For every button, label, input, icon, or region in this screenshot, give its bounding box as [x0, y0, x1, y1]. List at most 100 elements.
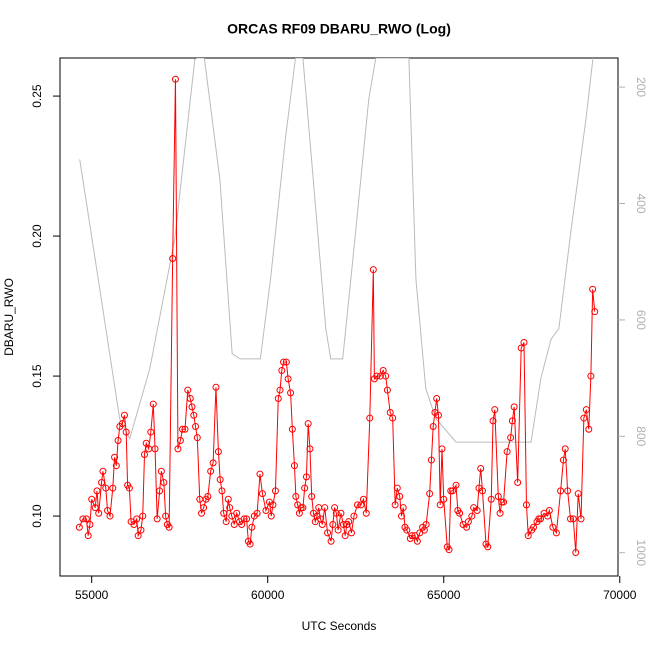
data-point: [369, 266, 377, 274]
data-point: [278, 366, 286, 374]
data-point: [111, 453, 119, 461]
data-point: [350, 512, 358, 520]
data-point: [280, 358, 288, 366]
data-point: [389, 414, 397, 422]
data-point: [393, 484, 401, 492]
data-point: [91, 504, 99, 512]
data-point: [332, 509, 340, 517]
data-point: [341, 532, 349, 540]
data-point: [238, 520, 246, 528]
data-point: [549, 523, 557, 531]
data-point: [422, 520, 430, 528]
data-point: [484, 543, 492, 551]
data-point: [216, 476, 224, 484]
data-point: [248, 523, 256, 531]
data-point: [585, 425, 593, 433]
data-point: [284, 375, 292, 383]
data-point: [171, 75, 179, 83]
data-point: [507, 434, 515, 442]
data-point: [376, 372, 384, 380]
data-point: [165, 523, 173, 531]
data-point: [88, 495, 96, 503]
data-point: [496, 509, 504, 517]
data-point: [190, 411, 198, 419]
data-point: [192, 422, 200, 430]
data-point: [157, 467, 165, 475]
data-point: [142, 439, 150, 447]
y-tick-label: 0.25: [30, 84, 44, 108]
data-point: [274, 394, 282, 402]
data-point: [134, 532, 142, 540]
data-point: [577, 515, 585, 523]
data-point: [564, 487, 572, 495]
y2-tick-label: 800: [634, 426, 648, 446]
data-point: [413, 537, 421, 545]
data-point: [337, 509, 345, 517]
data-point: [357, 501, 365, 509]
data-point: [86, 520, 94, 528]
y2-tick-label: 1000: [634, 539, 648, 566]
x-tick-label: 70000: [603, 588, 637, 602]
data-point: [510, 403, 518, 411]
data-point: [561, 445, 569, 453]
data-point: [240, 515, 248, 523]
data-point: [468, 512, 476, 520]
data-point: [106, 512, 114, 520]
data-point: [226, 504, 234, 512]
data-point: [130, 520, 138, 528]
data-point: [589, 285, 597, 293]
data-point: [302, 473, 310, 481]
data-point: [93, 487, 101, 495]
data-point: [494, 492, 502, 500]
data-point: [572, 548, 580, 556]
data-point: [591, 308, 599, 316]
y2-tick-label: 600: [634, 310, 648, 330]
data-point: [133, 515, 141, 523]
data-point: [99, 467, 107, 475]
data-point: [552, 529, 560, 537]
data-point: [125, 484, 133, 492]
data-point: [258, 490, 266, 498]
data-point: [339, 520, 347, 528]
data-point: [433, 394, 441, 402]
data-point: [282, 358, 290, 366]
data-point: [114, 436, 122, 444]
data-point: [79, 515, 87, 523]
data-point: [137, 526, 145, 534]
data-point: [269, 501, 277, 509]
data-point: [382, 372, 390, 380]
data-point: [160, 478, 168, 486]
data-point: [524, 532, 532, 540]
data-point: [308, 492, 316, 500]
data-point: [449, 487, 457, 495]
data-point: [391, 501, 399, 509]
data-point: [477, 464, 485, 472]
data-point: [362, 509, 370, 517]
data-point: [102, 484, 110, 492]
data-point: [373, 372, 381, 380]
data-point: [243, 515, 251, 523]
data-point: [582, 406, 590, 414]
y-tick-label: 0.10: [30, 504, 44, 528]
data-point: [327, 537, 335, 545]
data-point: [153, 515, 161, 523]
data-point: [517, 344, 525, 352]
y2-tick-label: 200: [634, 77, 648, 97]
data-point: [408, 532, 416, 540]
data-point: [253, 509, 261, 517]
y-axis-label: DBARU_RWO: [2, 278, 16, 356]
data-point: [456, 509, 464, 517]
data-point: [427, 456, 435, 464]
data-point: [318, 520, 326, 528]
series-line: [78, 79, 596, 553]
plot-frame: [59, 57, 619, 577]
data-point: [500, 498, 508, 506]
data-point: [176, 436, 184, 444]
data-point: [545, 506, 553, 514]
data-point: [569, 515, 577, 523]
data-point: [156, 487, 164, 495]
data-point: [306, 445, 314, 453]
x-tick-label: 65000: [427, 588, 461, 602]
data-point: [434, 411, 442, 419]
